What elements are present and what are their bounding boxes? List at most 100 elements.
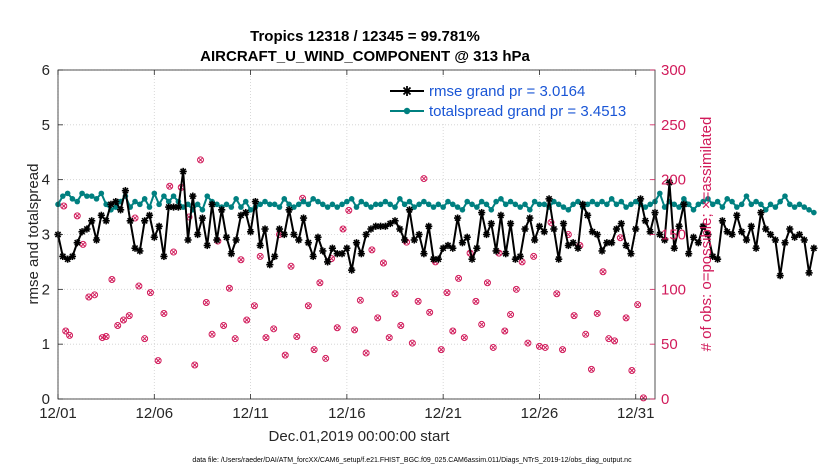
obs-possible-circle [582,330,590,338]
obs-assimilated-x [167,183,173,189]
y2-tick-label: 0 [661,391,669,408]
obs-possible-circle [293,332,301,340]
rmse-point-stroke [757,209,765,216]
obs-possible-circle [125,312,133,320]
totalspread-point [729,198,735,205]
rmse-point [194,230,202,239]
rmse-point [511,255,519,263]
totalspread-point [324,204,331,210]
totalspread-point [551,198,557,205]
obs-count-marker [593,309,601,317]
legend-rmse-marker [402,86,412,96]
obs-assimilated-x [238,257,244,263]
obs-count-marker [281,351,289,359]
obs-possible-circle [368,246,376,254]
obs-possible-circle [220,322,228,330]
rmse-point-stroke [786,225,793,233]
obs-possible-circle [559,346,567,354]
obs-possible-circle [141,335,149,343]
rmse-point-stroke [285,206,293,213]
rmse-point [410,236,418,244]
obs-assimilated-x [502,328,508,334]
totalspread-point [339,201,345,208]
totalspread-point [368,204,374,210]
rmse-point [401,236,409,244]
obs-assimilated-x [232,336,238,342]
totalspread-point [204,193,211,199]
rmse-point [439,244,447,252]
rmse-point-stroke [281,231,288,238]
rmse-point-stroke [781,239,789,246]
rmse-point [396,225,404,233]
rmse-point-stroke [271,253,278,260]
totalspread-point [257,201,264,208]
obs-count-marker [287,262,295,270]
obs-count-marker [524,339,532,347]
totalspread-point [132,198,138,205]
obs-count-marker [135,282,143,290]
totalspread-point [584,201,591,208]
obs-count-marker [391,290,399,298]
rmse-point [88,217,96,225]
series-layer [54,167,818,280]
rmse-point-stroke [165,203,172,211]
rmse-point [627,250,635,258]
rmse-point [256,241,264,250]
obs-possible-circle [91,291,99,299]
totalspread-point [772,204,779,210]
obs-assimilated-x [221,323,226,328]
totalspread-point [165,198,172,205]
totalspread-point [719,204,726,210]
rmse-point-stroke [685,250,692,257]
obs-possible-circle [541,343,549,351]
obs-assimilated-x [438,347,444,353]
obs-assimilated-x [263,335,269,340]
rmse-point [781,239,789,247]
rmse-point [675,222,683,230]
rmse-point [680,200,688,208]
rmse-point [203,241,211,250]
rmse-point [800,236,808,244]
obs-count-marker [225,284,233,292]
obs-possible-circle [616,234,624,242]
rmse-point [314,233,322,241]
rmse-point-stroke [223,234,230,241]
rmse-point-stroke [579,201,586,208]
obs-assimilated-x [311,347,317,353]
x-tick-label: 12/26 [521,405,559,422]
rmse-point [771,236,779,244]
rmse-point-stroke [247,228,254,235]
obs-possible-circle [66,331,74,339]
obs-assimilated-x [115,323,121,328]
rmse-point-stroke [536,223,543,230]
rmse-point-stroke [647,228,654,235]
rmse-point [150,233,158,241]
obs-count-marker [62,327,70,335]
rmse-point [246,228,255,236]
obs-count-marker [472,297,480,305]
obs-count-marker [60,202,68,210]
totalspread-point [214,201,220,208]
rmse-point-stroke [141,217,148,224]
obs-count-marker [501,327,509,335]
rmse-point-stroke [699,223,707,230]
rmse-point-stroke [483,231,490,238]
totalspread-point [440,204,446,210]
rmse-point-stroke [88,217,95,224]
obs-possible-circle [385,334,393,342]
rmse-point [126,217,134,225]
obs-assimilated-x [375,315,381,321]
rmse-point-stroke [160,253,168,260]
legend-spread-marker [403,107,411,115]
totalspread-point [416,201,422,208]
rmse-point-stroke [512,256,519,263]
obs-assimilated-x [542,345,548,350]
totalspread-point [137,201,143,208]
totalspread-point [560,204,567,210]
obs-possible-circle [333,324,341,332]
rmse-point-stroke [420,250,428,257]
rmse-point-stroke [175,203,182,211]
obs-count-marker [304,302,312,310]
rmse-point-stroke [358,250,365,257]
rmse-point-stroke [589,228,596,235]
